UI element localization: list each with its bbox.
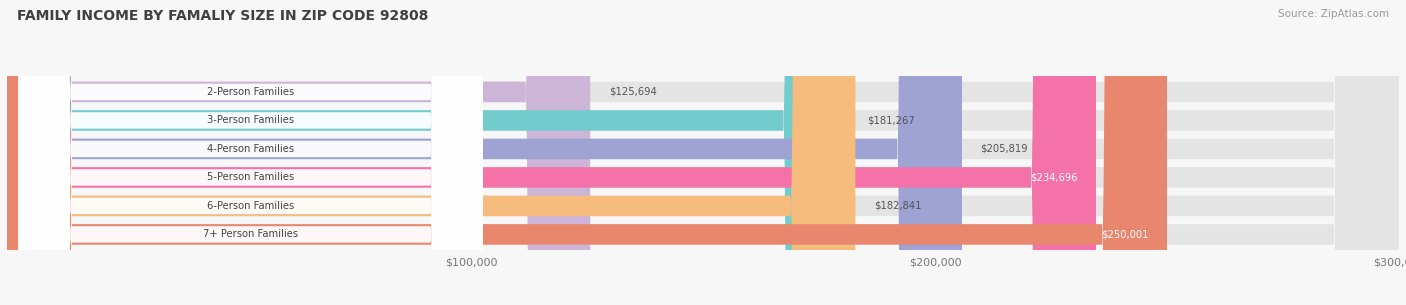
Text: FAMILY INCOME BY FAMALIY SIZE IN ZIP CODE 92808: FAMILY INCOME BY FAMALIY SIZE IN ZIP COD… — [17, 9, 429, 23]
Text: $181,267: $181,267 — [866, 115, 914, 125]
FancyBboxPatch shape — [7, 0, 1399, 305]
Text: $125,694: $125,694 — [609, 87, 657, 97]
FancyBboxPatch shape — [18, 0, 482, 305]
Text: 4-Person Families: 4-Person Families — [207, 144, 294, 154]
Text: $182,841: $182,841 — [875, 201, 921, 211]
FancyBboxPatch shape — [18, 0, 482, 305]
FancyBboxPatch shape — [7, 0, 962, 305]
Text: Source: ZipAtlas.com: Source: ZipAtlas.com — [1278, 9, 1389, 19]
FancyBboxPatch shape — [18, 0, 482, 305]
FancyBboxPatch shape — [7, 0, 1399, 305]
FancyBboxPatch shape — [18, 0, 482, 305]
FancyBboxPatch shape — [7, 0, 1095, 305]
Text: 2-Person Families: 2-Person Families — [207, 87, 294, 97]
Text: $205,819: $205,819 — [980, 144, 1028, 154]
Text: $234,696: $234,696 — [1029, 172, 1077, 182]
FancyBboxPatch shape — [7, 0, 1399, 305]
FancyBboxPatch shape — [7, 0, 1399, 305]
Text: 3-Person Families: 3-Person Families — [207, 115, 294, 125]
Text: 5-Person Families: 5-Person Families — [207, 172, 294, 182]
FancyBboxPatch shape — [7, 0, 848, 305]
Text: $250,001: $250,001 — [1101, 229, 1149, 239]
FancyBboxPatch shape — [7, 0, 1167, 305]
FancyBboxPatch shape — [7, 0, 591, 305]
FancyBboxPatch shape — [7, 0, 1399, 305]
Text: 7+ Person Families: 7+ Person Families — [202, 229, 298, 239]
FancyBboxPatch shape — [7, 0, 1399, 305]
FancyBboxPatch shape — [7, 0, 855, 305]
FancyBboxPatch shape — [18, 0, 482, 305]
Text: 6-Person Families: 6-Person Families — [207, 201, 294, 211]
FancyBboxPatch shape — [18, 0, 482, 305]
